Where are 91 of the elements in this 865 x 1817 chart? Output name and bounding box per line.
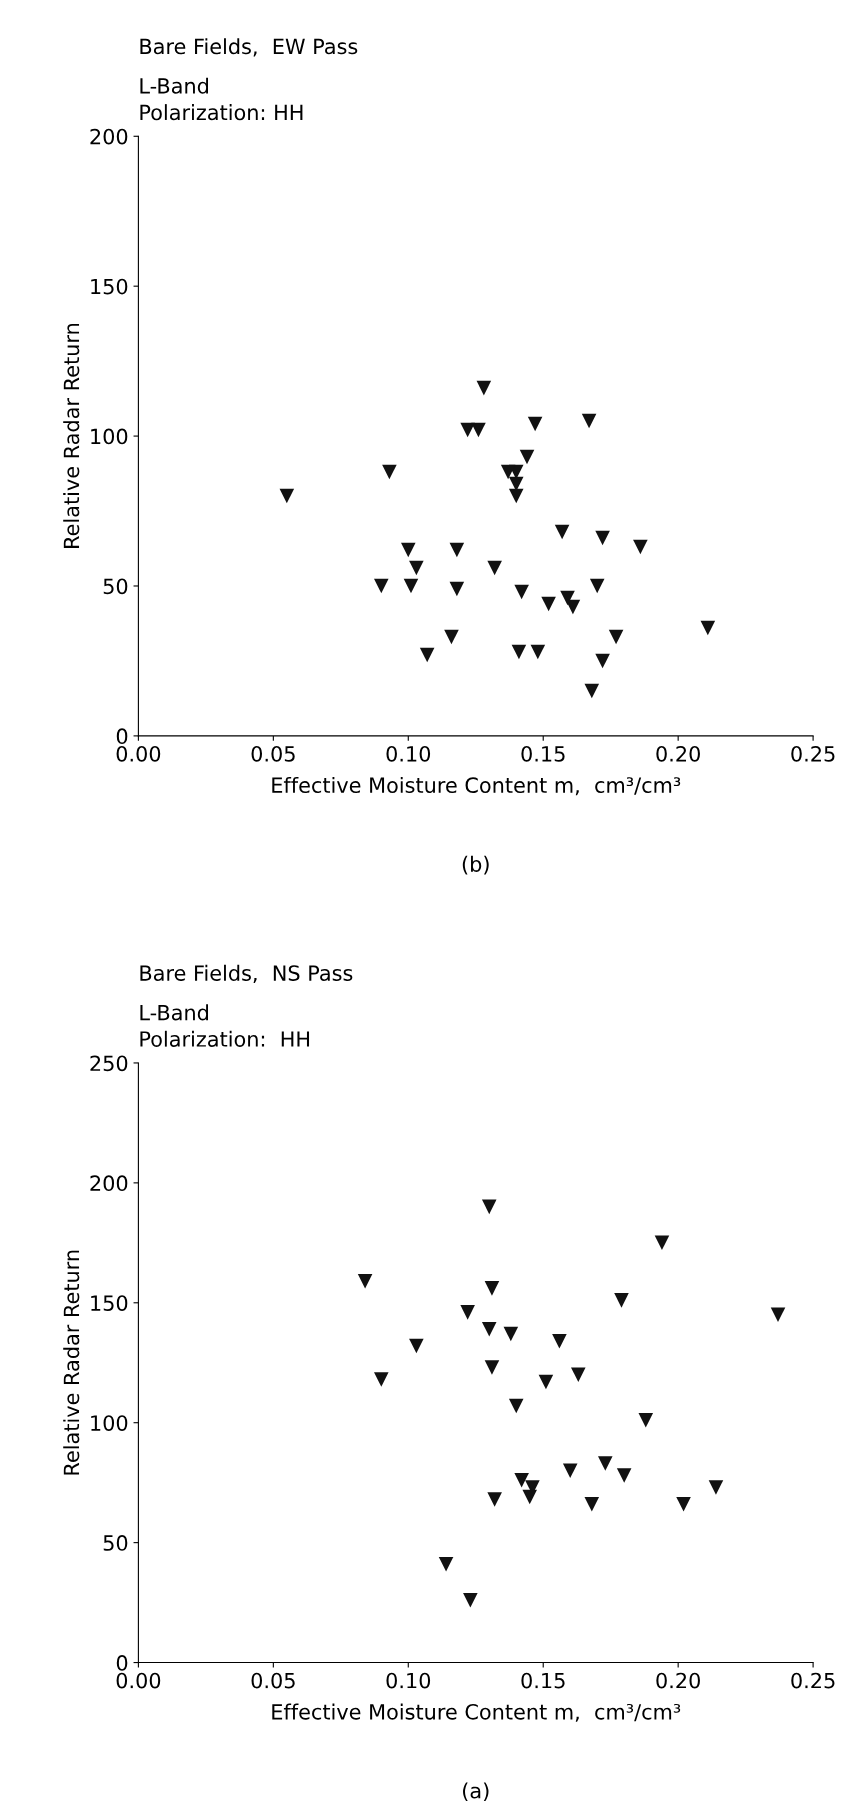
point — [598, 1456, 613, 1471]
point — [514, 584, 529, 600]
y-axis-title: Relative Radar Return — [63, 323, 80, 548]
text: (b) — [462, 855, 489, 875]
x-tick-label: 0.10 — [386, 1672, 431, 1689]
point — [700, 620, 716, 636]
point — [503, 1326, 519, 1342]
point — [571, 1367, 586, 1383]
point — [554, 524, 570, 540]
point — [527, 416, 543, 432]
point — [487, 1492, 502, 1507]
point — [676, 1496, 691, 1512]
x-tick-label: 0.00 — [116, 1672, 161, 1689]
point — [500, 464, 516, 480]
point — [508, 1398, 524, 1414]
point — [522, 1489, 538, 1505]
point — [279, 488, 295, 504]
point — [530, 644, 546, 660]
point — [484, 1281, 500, 1296]
point — [511, 644, 527, 660]
y-axis-title: Relative Radar Return — [63, 1250, 80, 1475]
y-tick-label: 250 — [90, 1055, 128, 1072]
point — [538, 1374, 554, 1390]
point — [382, 464, 397, 480]
point — [581, 413, 597, 429]
point — [357, 1273, 373, 1289]
point — [584, 1496, 600, 1512]
point — [476, 380, 492, 396]
point — [438, 1556, 454, 1572]
point — [770, 1307, 786, 1323]
point — [484, 1360, 500, 1375]
point — [654, 1235, 670, 1251]
point — [514, 1472, 529, 1488]
x-tick-label: 0.05 — [251, 1672, 295, 1689]
point — [481, 1321, 497, 1337]
point — [638, 1413, 654, 1428]
point — [508, 488, 524, 504]
y-tick-label: 50 — [103, 578, 128, 595]
point — [633, 539, 648, 555]
y-tick-label: 200 — [90, 1175, 128, 1192]
x-tick-label: 0.00 — [116, 745, 161, 762]
chart-title: Bare Fields, NS Pass — [140, 964, 353, 984]
point — [403, 578, 419, 594]
point — [584, 683, 600, 699]
y-tick-label: 200 — [90, 128, 128, 145]
point — [374, 578, 389, 594]
y-tick-label: 0 — [116, 728, 128, 745]
point — [595, 530, 610, 546]
point — [608, 629, 624, 645]
point — [444, 629, 459, 645]
y-tick-label: 100 — [91, 1415, 128, 1431]
y-tick-label: 150 — [91, 278, 128, 295]
text: (a) — [463, 1782, 489, 1802]
x-axis-title: Effective Moisture Content m, cm³/cm³ — [272, 776, 681, 796]
point — [463, 1592, 478, 1608]
point — [419, 647, 435, 663]
x-tick-label: 0.05 — [251, 745, 295, 762]
point — [562, 1463, 578, 1478]
x-tick-label: 0.20 — [656, 1672, 700, 1689]
y-tick-label: 150 — [91, 1295, 128, 1311]
point — [449, 581, 465, 597]
point — [616, 1468, 632, 1483]
x-tick-label: 0.25 — [791, 1672, 835, 1689]
point — [460, 422, 475, 438]
point — [460, 1305, 475, 1320]
point — [595, 653, 610, 669]
x-tick-label: 0.20 — [656, 745, 700, 762]
chart-title: Bare Fields, EW Pass — [140, 38, 358, 57]
point — [449, 542, 465, 558]
point — [374, 1372, 389, 1387]
x-tick-label: 0.25 — [791, 745, 835, 762]
point — [589, 578, 605, 594]
x-tick-label: 0.10 — [386, 745, 431, 762]
point — [401, 542, 416, 558]
y-tick-label: 50 — [103, 1535, 128, 1551]
point — [614, 1293, 629, 1308]
point — [541, 596, 556, 612]
x-tick-label: 0.15 — [521, 1672, 565, 1689]
chart-subtitle: L-Band Polarization: HH — [140, 1004, 310, 1047]
point — [487, 560, 502, 576]
y-tick-label: 100 — [91, 428, 128, 445]
point — [481, 1199, 497, 1215]
point — [409, 1338, 424, 1354]
point — [409, 560, 424, 576]
point — [708, 1480, 724, 1495]
y-tick-label: 0 — [116, 1655, 128, 1671]
point — [519, 449, 535, 465]
x-tick-label: 0.15 — [521, 745, 565, 762]
point — [552, 1333, 567, 1349]
chart-subtitle: L-Band Polarization: HH — [140, 77, 303, 121]
x-axis-title: Effective Moisture Content m, cm³/cm³ — [272, 1703, 681, 1722]
